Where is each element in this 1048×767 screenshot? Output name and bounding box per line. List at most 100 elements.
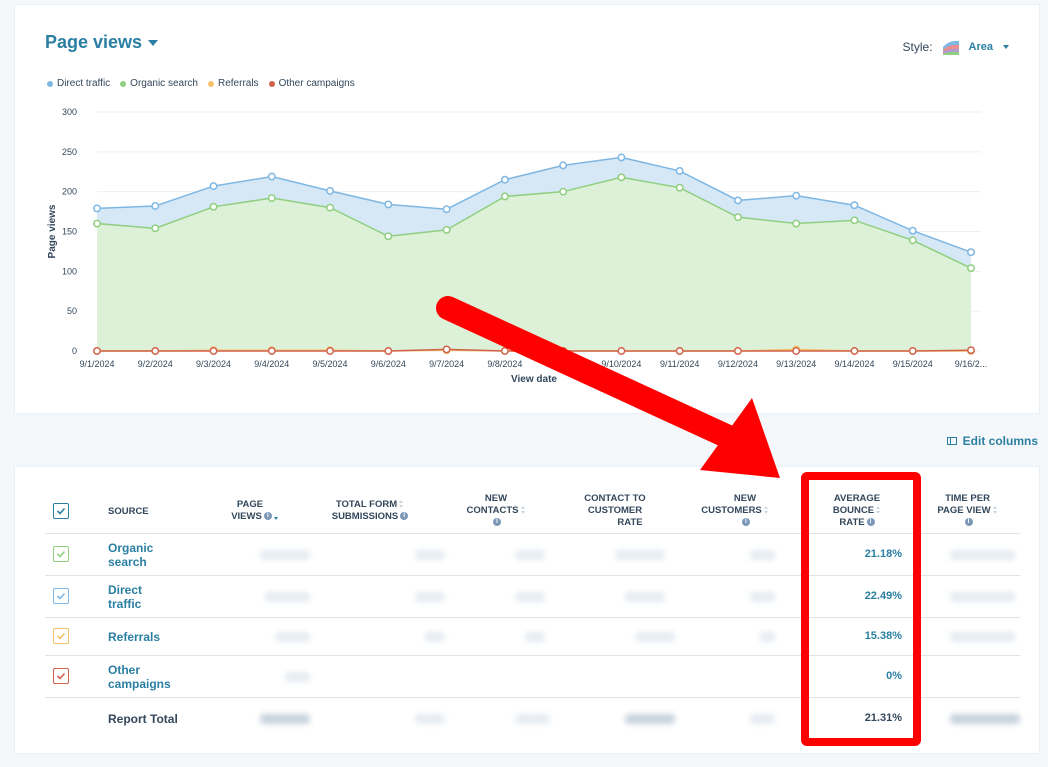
style-selector[interactable]: Style: Area [903, 37, 1009, 57]
header-label-line: TIME PER [945, 493, 990, 504]
data-point [500, 192, 509, 201]
x-tick-label: 9/8/2024 [487, 359, 522, 369]
data-point [500, 347, 509, 355]
data-point [209, 182, 218, 191]
header-label-line: NEW [733, 493, 757, 504]
legend-label: Organic search [130, 78, 198, 89]
info-icon[interactable]: i [263, 512, 272, 521]
legend-label: Referrals [217, 78, 259, 89]
blurred-value [415, 714, 445, 724]
data-point [326, 186, 335, 195]
data-point [326, 203, 335, 212]
data-point [209, 347, 218, 355]
chart-legend: Direct traffic Organic search Referrals … [47, 78, 355, 89]
data-point [908, 347, 917, 355]
header-label-line: PAGE [236, 499, 264, 510]
info-icon[interactable]: i [964, 518, 973, 527]
select-all-checkbox[interactable] [53, 503, 69, 519]
row-checkbox[interactable] [53, 628, 69, 644]
source-link-direct-traffic[interactable]: Direct traffic [108, 583, 143, 611]
legend-label: Other campaigns [278, 78, 355, 89]
info-icon[interactable]: i [400, 512, 409, 521]
x-tick-label: 9/14/2024 [834, 359, 874, 369]
data-point [442, 225, 451, 234]
legend-dot [268, 80, 275, 87]
column-header-time-per-page-view[interactable]: TIME PER PAGE VIEW i [925, 493, 1010, 529]
source-link-referrals[interactable]: Referrals [108, 630, 161, 644]
data-point [733, 347, 742, 355]
data-point [442, 345, 451, 354]
table-header: SOURCE PAGE VIEWS i TOTAL FORM SUBMISSION… [15, 467, 1039, 533]
x-tick-label: 9/16/2... [955, 359, 988, 369]
source-link-organic-search[interactable]: Organic search [108, 541, 154, 569]
style-label: Style: [902, 40, 933, 54]
sort-icon[interactable] [520, 506, 526, 515]
sort-icon[interactable] [876, 506, 881, 515]
sort-icon[interactable] [992, 506, 998, 515]
legend-item-organic-search[interactable]: Organic search [120, 78, 198, 89]
column-header-source[interactable]: SOURCE [108, 506, 149, 518]
blurred-value [425, 632, 445, 642]
header-label-line: BOUNCE [832, 505, 875, 516]
info-icon[interactable]: i [742, 518, 750, 527]
data-point [151, 202, 160, 210]
header-label-line: NEW [484, 493, 508, 504]
sort-icon[interactable] [399, 500, 404, 509]
legend-dot [120, 80, 127, 87]
info-icon[interactable]: i [493, 518, 501, 527]
data-point [792, 219, 801, 228]
blurred-value [515, 592, 545, 602]
blurred-value [515, 550, 545, 560]
x-tick-label: 9/15/2024 [893, 359, 933, 369]
blurred-value [625, 714, 675, 724]
edit-columns-label: Edit columns [962, 434, 1038, 448]
table-row: Referrals 15.38% [45, 617, 1020, 655]
row-checkbox[interactable] [53, 588, 69, 604]
blurred-value [615, 550, 665, 560]
sort-icon[interactable] [763, 506, 769, 515]
column-header-contact-rate[interactable]: CONTACT TO CUSTOMER RATE [575, 493, 655, 529]
legend-label: Direct traffic [57, 78, 111, 89]
row-checkbox[interactable] [53, 668, 69, 684]
header-label-line: PAGE VIEW [937, 505, 991, 516]
column-header-bounce-rate[interactable]: AVERAGE BOUNCE RATE i [822, 493, 892, 529]
checkmark-icon [56, 592, 66, 600]
blurred-value [265, 592, 310, 602]
sort-descending-icon[interactable] [273, 512, 279, 521]
x-tick-label: 9/4/2024 [254, 359, 289, 369]
header-label-line: CONTACT TO [584, 493, 646, 504]
header-label-line: TOTAL FORM [335, 499, 398, 510]
legend-item-direct-traffic[interactable]: Direct traffic [47, 78, 110, 89]
column-header-new-contacts[interactable]: NEW CONTACTS i [461, 493, 531, 529]
report-title: Page views [45, 32, 143, 52]
blurred-value [260, 550, 310, 560]
column-header-form-submissions[interactable]: TOTAL FORM SUBMISSIONS i [315, 499, 425, 523]
data-point [384, 232, 393, 241]
header-label-line: AVERAGE [833, 493, 881, 504]
data-point [617, 173, 626, 182]
data-point [559, 161, 568, 170]
report-title-dropdown[interactable]: Page views [45, 32, 159, 53]
data-point [908, 226, 917, 235]
legend-item-other-campaigns[interactable]: Other campaigns [268, 78, 355, 89]
table-row: Direct traffic 22.49% [45, 575, 1020, 617]
source-link-other-campaigns[interactable]: Other campaigns [108, 663, 171, 691]
data-point [792, 191, 801, 200]
bounce-rate-value: 22.49% [864, 590, 902, 602]
area-chart-icon [942, 40, 959, 55]
info-icon[interactable]: i [866, 518, 875, 527]
column-header-page-views[interactable]: PAGE VIEWS i [220, 499, 290, 523]
data-point [500, 175, 509, 184]
blurred-value [950, 592, 1015, 602]
data-point [384, 347, 393, 355]
series-line-organic-search [96, 176, 972, 269]
x-tick-label: 9/9/2024 [546, 359, 581, 369]
column-header-new-customers[interactable]: NEW CUSTOMERS i [695, 493, 775, 529]
edit-columns-button[interactable]: Edit columns [946, 434, 1038, 448]
row-checkbox[interactable] [53, 546, 69, 562]
data-point [267, 172, 276, 181]
blurred-value [415, 592, 445, 602]
y-tick-label: 150 [62, 227, 77, 237]
legend-item-referrals[interactable]: Referrals [207, 78, 259, 89]
data-point [850, 216, 859, 225]
